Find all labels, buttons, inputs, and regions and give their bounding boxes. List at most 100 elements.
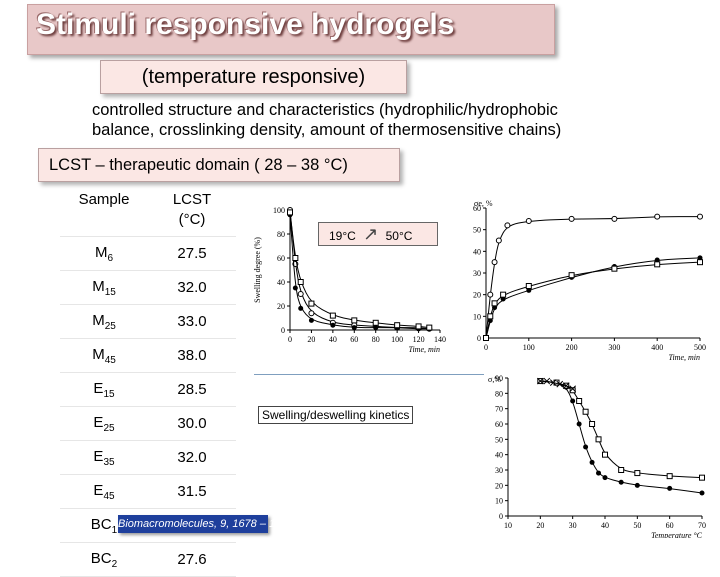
lcst-value: 31.5 <box>148 474 236 509</box>
sample-name: M15 <box>60 270 148 305</box>
data-point <box>556 380 564 388</box>
lower-panel <box>254 374 484 540</box>
data-point <box>667 485 673 491</box>
data-point <box>697 255 703 261</box>
data-point <box>491 300 498 307</box>
lcst-domain-box: LCST – therapeutic domain ( 28 – 38 °C) <box>38 148 400 182</box>
description-line-1: controlled structure and characteristics… <box>92 101 558 119</box>
data-point <box>543 377 551 385</box>
x-tick-label: 500 <box>694 343 706 352</box>
data-point <box>634 470 641 477</box>
chart-sigma-temperature: 10 20 30 40 50 60 700102030405060708090Tempera… <box>488 374 706 538</box>
y-tick-label: 80 <box>277 230 285 239</box>
chart-swelling-time: 0 20 40 60 80 100 120 140 0 20 40 60 80 100 Time, min S… <box>253 206 446 354</box>
data-point <box>426 324 433 331</box>
y-tick-label: 40 <box>495 451 503 460</box>
header-lcst: LCST (°C) <box>148 186 236 237</box>
sample-name: E15 <box>60 372 148 407</box>
data-point <box>308 300 315 307</box>
data-point <box>699 490 705 496</box>
sample-name: M6 <box>60 236 148 271</box>
data-point <box>582 408 589 415</box>
table-row: M45 38.0 <box>60 338 236 373</box>
y-tick-label: 20 <box>495 481 503 490</box>
data-point <box>634 482 640 488</box>
y-tick-label: 0 <box>477 334 481 343</box>
x-tick-label: 30 <box>569 521 577 530</box>
y-tick-label: 60 <box>473 204 481 213</box>
lcst-value: 32.0 <box>148 270 236 305</box>
data-point <box>297 291 304 297</box>
data-point <box>487 313 494 320</box>
data-point <box>308 317 314 323</box>
table-header-row: Sample LCST (°C) <box>60 186 236 237</box>
data-point <box>589 459 595 465</box>
x-tick-label: 40 <box>329 335 337 344</box>
x-axis-label: Time, min <box>668 353 700 362</box>
data-point <box>287 209 293 216</box>
data-point <box>569 387 576 394</box>
x-tick-label: 300 <box>608 343 620 352</box>
data-point <box>697 259 703 266</box>
kinetics-label: Swelling/deswelling kinetics <box>258 406 414 424</box>
x-tick-label: 100 <box>523 343 535 352</box>
data-point <box>576 398 583 404</box>
data-point <box>483 335 489 341</box>
y-tick-label: 50 <box>473 226 481 235</box>
x-axis-label: Temperature °C <box>651 531 702 538</box>
y-axis-label: σ,% <box>488 375 501 384</box>
series-line <box>485 257 701 339</box>
x-tick-label: 120 <box>413 335 425 344</box>
data-point <box>526 287 532 293</box>
table-row: M6 27.5 <box>60 236 236 271</box>
temperature-box: 19°C ↗ 50°C <box>318 222 438 246</box>
data-point <box>500 296 506 302</box>
data-point <box>602 451 608 458</box>
x-tick-label: 200 <box>566 343 578 352</box>
x-axis-label: Time, min <box>408 345 440 354</box>
data-point <box>495 237 502 244</box>
y-tick-label: 70 <box>495 405 503 414</box>
title-banner <box>27 4 555 55</box>
data-point <box>568 272 575 279</box>
table-row: M25 33.0 <box>60 304 236 339</box>
y-tick-label: 40 <box>277 278 285 287</box>
data-point <box>654 257 660 263</box>
x-tick-label: 60 <box>666 521 674 530</box>
data-point <box>570 398 576 404</box>
table-row: E25 30.0 <box>60 406 236 441</box>
data-point <box>330 322 336 328</box>
sample-name: M25 <box>60 304 148 339</box>
sample-name: E35 <box>60 440 148 475</box>
lcst-value: 27.5 <box>148 236 236 271</box>
y-axis-label: σe, % <box>474 199 493 208</box>
data-point <box>654 261 661 268</box>
data-point <box>569 385 577 393</box>
x-tick-label: 50 <box>633 521 641 530</box>
arrow-icon: ↗ <box>363 224 379 244</box>
data-point <box>618 467 625 473</box>
data-point <box>292 255 299 261</box>
data-point <box>536 377 544 385</box>
y-tick-label: 30 <box>473 269 481 278</box>
data-point <box>372 319 379 326</box>
data-point <box>297 279 304 285</box>
y-tick-label: 50 <box>495 435 503 444</box>
temp-right-label: 50°C <box>385 229 413 243</box>
y-tick-label: 20 <box>277 302 285 311</box>
lcst-value: 28.5 <box>148 372 236 407</box>
lcst-value: 33.0 <box>148 304 236 339</box>
y-tick-label: 60 <box>495 420 503 429</box>
data-point <box>595 436 602 443</box>
x-tick-label: 0 <box>484 343 488 352</box>
lcst-value: 27.6 <box>148 542 236 577</box>
data-point <box>292 285 298 291</box>
sample-name: M45 <box>60 338 148 373</box>
data-point <box>394 322 401 329</box>
data-point <box>525 283 532 289</box>
data-point <box>568 215 575 222</box>
table-row: E45 31.5 <box>60 474 236 509</box>
subtitle-box: (temperature responsive) <box>100 60 407 94</box>
description-line-2: balance, crosslinking density, amount of… <box>92 121 562 139</box>
x-tick-label: 70 <box>698 521 706 530</box>
